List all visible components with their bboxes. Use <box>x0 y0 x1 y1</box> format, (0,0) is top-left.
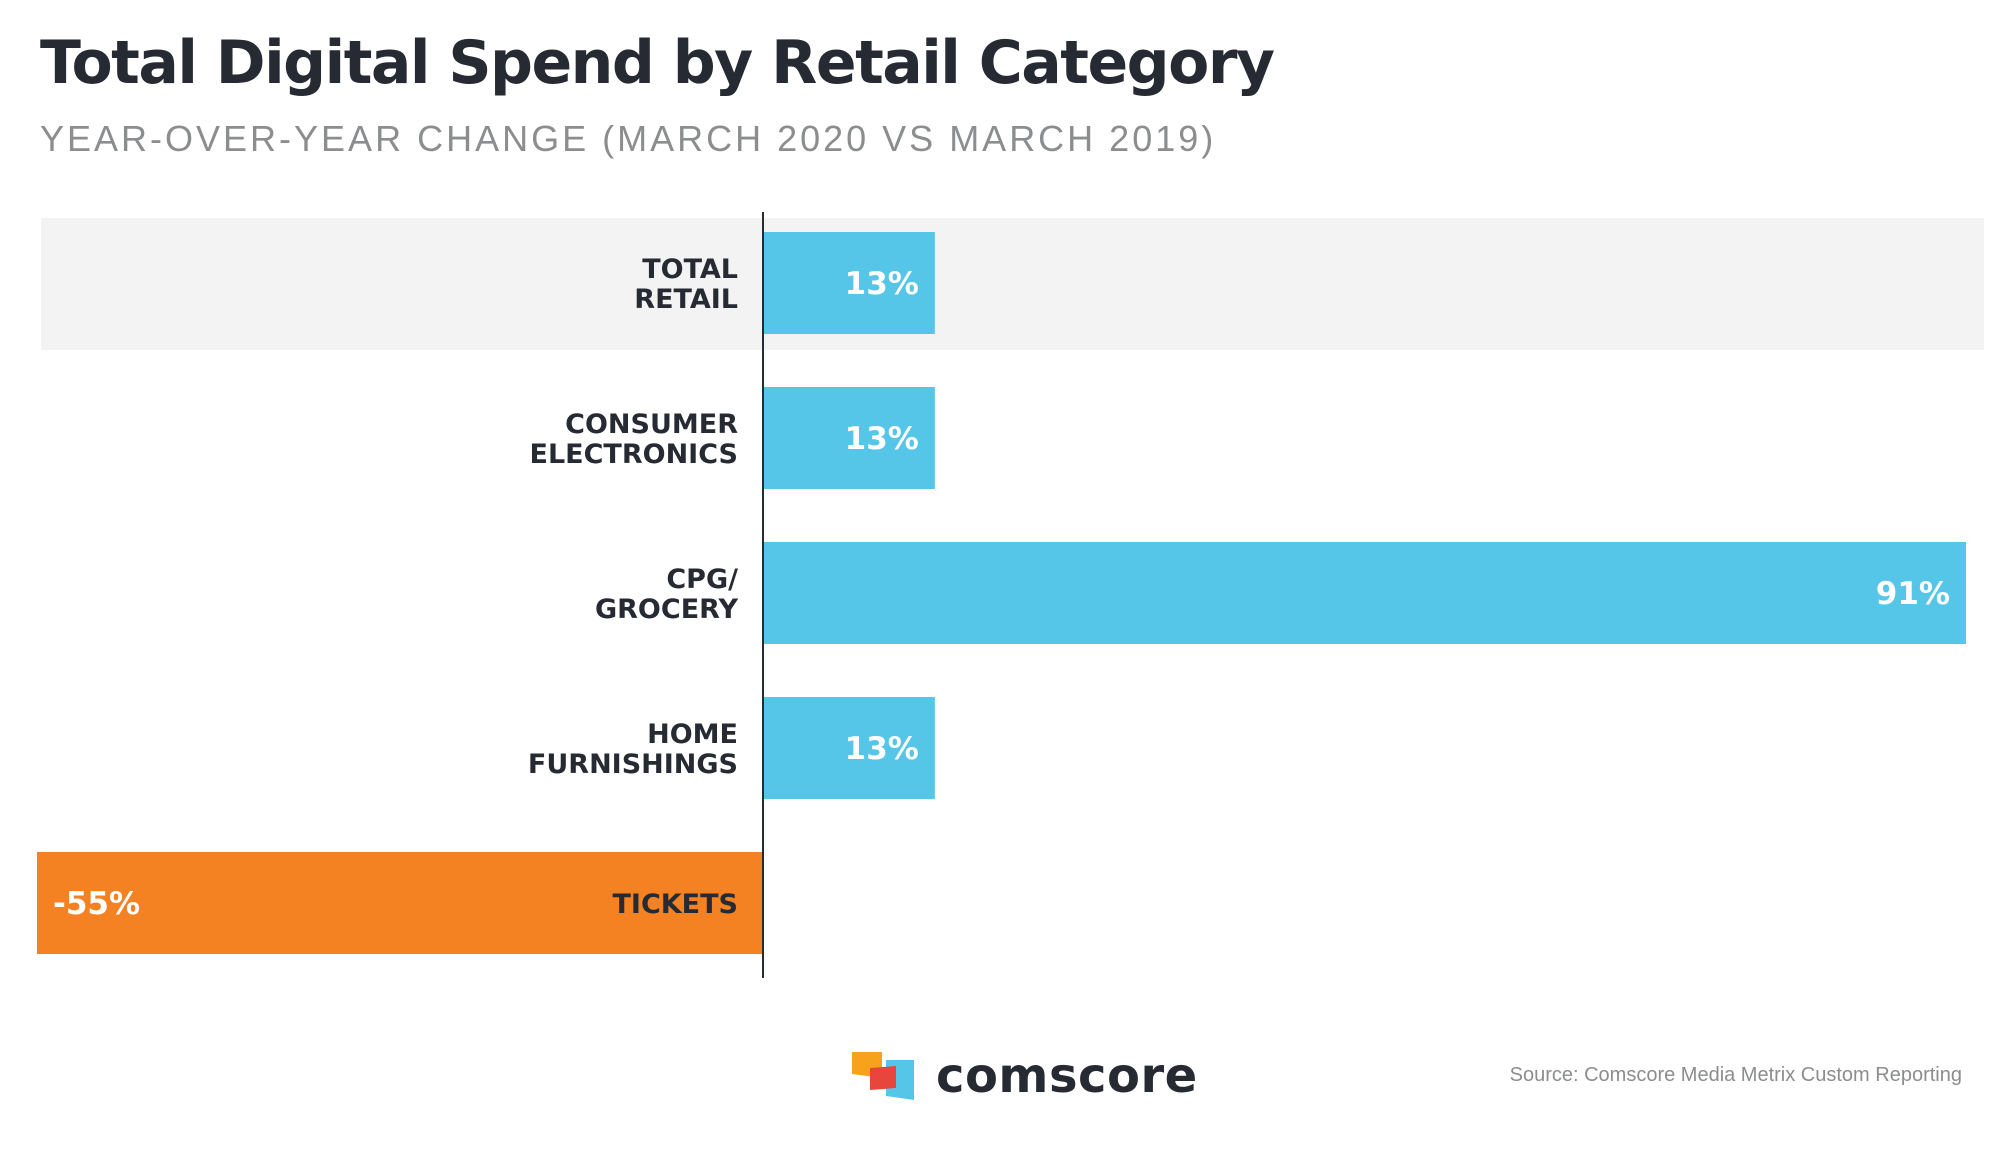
value-label-total-retail: 13% <box>845 266 919 302</box>
comscore-logo-icon <box>852 1052 914 1100</box>
brand-name: comscore <box>936 1048 1198 1104</box>
bar-home-furnishings <box>763 697 935 799</box>
value-label-tickets: -55% <box>53 886 140 922</box>
bar-consumer-electronics <box>763 387 935 489</box>
category-label: CONSUMER <box>565 409 738 440</box>
row-highlight-total-retail <box>41 218 1984 350</box>
value-label-consumer-electronics: 13% <box>845 421 919 457</box>
value-label-cpg-grocery: 91% <box>1876 576 1950 612</box>
source-note: Source: Comscore Media Metrix Custom Rep… <box>1509 1064 1962 1086</box>
category-label: HOME <box>647 719 738 750</box>
bar-total-retail <box>763 232 935 334</box>
chart-title: Total Digital Spend by Retail Category <box>40 28 1275 98</box>
bar-cpg-grocery <box>763 542 1966 644</box>
category-label: FURNISHINGS <box>528 749 738 780</box>
category-label: RETAIL <box>634 284 738 315</box>
category-label: TICKETS <box>612 889 738 920</box>
value-label-home-furnishings: 13% <box>845 731 919 767</box>
chart-subtitle: YEAR-OVER-YEAR CHANGE (MARCH 2020 VS MAR… <box>40 118 1217 159</box>
bar-tickets <box>37 852 763 954</box>
comscore-logo: comscore <box>852 1048 1198 1104</box>
category-label: CPG/ <box>666 564 738 595</box>
category-label: GROCERY <box>595 594 738 625</box>
category-label: TOTAL <box>642 254 738 285</box>
category-label: ELECTRONICS <box>530 439 738 470</box>
